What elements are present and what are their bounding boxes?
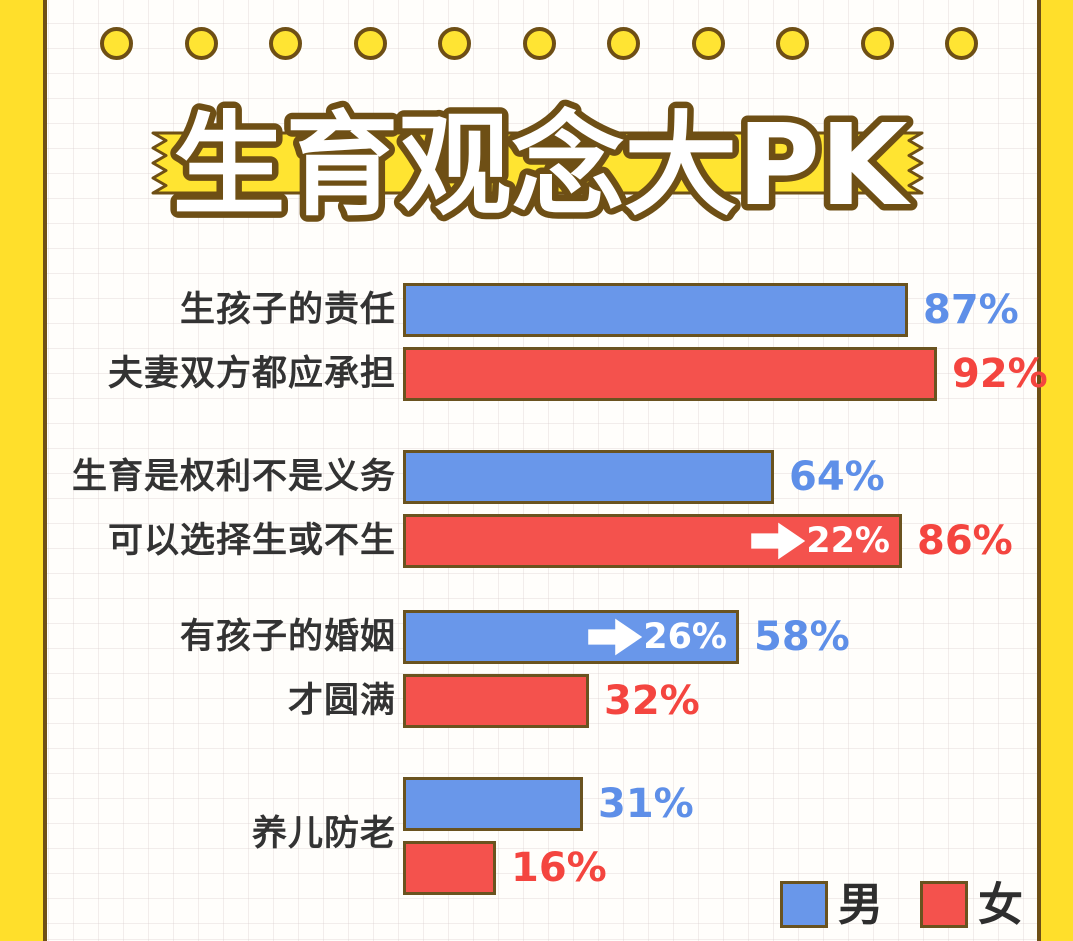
dot-icon [945,26,978,60]
bar-female [403,674,589,728]
dot-icon [184,26,218,60]
bar-value-male: 64% [789,454,885,500]
ribbon-icon [151,131,924,195]
dot-icon [522,26,556,60]
row-label: 才圆满 [287,681,396,721]
bar-female [403,841,496,895]
bar-male [403,283,908,337]
bar-female [403,347,937,401]
dot-icon [607,26,640,60]
title-banner: 生育观念大PK [151,95,924,238]
dot-icon [100,26,133,60]
bar-row-female: 92% [403,347,1048,401]
legend-label-female: 女 [978,878,1024,931]
row-label: 可以选择生或不生 [107,521,396,561]
legend-swatch-female-icon [920,881,969,928]
page-title: 生育观念大PK [173,101,912,231]
dot-icon [269,26,302,60]
bar-annotation: 26% [588,617,727,657]
arrow-right-icon [588,618,643,656]
bar-male [403,777,583,831]
row-label: 有孩子的婚姻 [179,617,396,657]
bar-female: 22% [403,514,902,568]
bar-row-female: 32% [403,674,700,728]
legend-label-male: 男 [838,878,884,931]
bar-male [403,450,774,504]
bar-value-male: 87% [923,287,1019,333]
dot-icon [438,26,471,60]
annotation-value: 22% [806,521,890,561]
bar-row-male: 87% [403,283,1019,337]
dot-icon [860,26,894,60]
arrow-right-icon [751,522,806,560]
bar-row-female: 22% 86% [403,514,1013,568]
dot-icon [776,26,809,60]
dots-row [100,26,978,60]
row-label: 夫妻双方都应承担 [107,354,396,394]
bar-row-male: 31% [403,777,694,831]
dot-icon [353,26,387,60]
legend: 男 女 [780,881,1023,928]
right-frame-border [1037,0,1073,941]
legend-item-female: 女 [920,881,1023,928]
bar-value-male: 58% [754,614,850,660]
bar-value-male: 31% [598,781,694,827]
bar-value-female: 32% [604,678,700,724]
bar-row-female: 16% [403,841,607,895]
row-label: 生育是权利不是义务 [71,457,396,497]
legend-item-male: 男 [780,881,883,928]
annotation-value: 26% [643,617,727,657]
bar-male: 26% [403,610,739,664]
dot-icon [691,26,725,60]
bar-value-female: 86% [917,518,1013,564]
row-label: 生孩子的责任 [179,290,396,330]
bar-row-male: 26% 58% [403,610,850,664]
bar-annotation: 22% [751,521,890,561]
left-frame-border [0,0,47,941]
bar-value-female: 16% [511,845,607,891]
bar-row-male: 64% [403,450,885,504]
bar-value-female: 92% [952,351,1048,397]
legend-swatch-male-icon [780,881,828,928]
row-label: 养儿防老 [251,814,396,854]
